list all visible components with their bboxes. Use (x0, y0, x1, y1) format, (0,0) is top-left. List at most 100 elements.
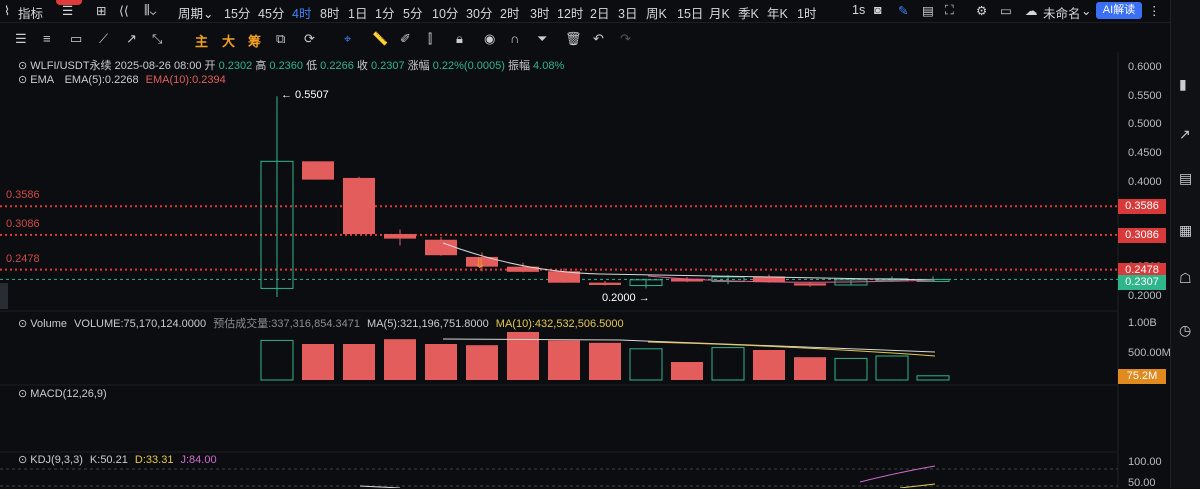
price-tick-0.4500: 0.4500 (1128, 146, 1162, 159)
eye-icon[interactable]: ◉ (484, 31, 496, 46)
interval-15分[interactable]: 15分 (224, 7, 251, 21)
settings-sliders-icon[interactable]: ☰ (15, 31, 27, 46)
amplitude-value: 4.08% (533, 60, 565, 72)
volume-bar (629, 348, 663, 381)
current-price-tag: 0.2307 (1118, 275, 1166, 290)
grid (0, 52, 1119, 488)
volume-bars (260, 332, 950, 381)
volume-bar (425, 344, 457, 380)
candles (260, 96, 950, 297)
candle-body (343, 177, 375, 235)
trash-icon[interactable]: 🗑︎ (565, 31, 582, 46)
volume-ma10: MA(10):432,532,506.5000 (495, 318, 624, 330)
eye-icon[interactable]: ⊙ (18, 388, 28, 400)
interval-10分[interactable]: 10分 (432, 7, 459, 21)
volume-axis-500m: 500.00M (1128, 347, 1171, 359)
interval-5分[interactable]: 5分 (403, 7, 423, 21)
table-icon[interactable]: ▤ (922, 4, 934, 18)
lock-icon[interactable]: 🔒︎ (456, 31, 463, 46)
ema-info: ⊙ EMA EMA(5):0.2268 EMA(10):0.2394 (18, 73, 226, 86)
indicator-button[interactable]: 指标 (18, 7, 44, 21)
volume-bar (711, 347, 745, 381)
eye-icon[interactable]: ⊙ (18, 74, 28, 86)
volume-axis-1b: 1.00B (1128, 317, 1157, 329)
interval-12时[interactable]: 12时 (557, 7, 584, 21)
candle-tool-icon[interactable]: ⫿ (428, 31, 433, 46)
candle-body (302, 161, 334, 180)
candle-body (794, 283, 826, 286)
eye-icon[interactable]: ⊙ (18, 454, 28, 466)
interval-3时[interactable]: 3时 (530, 7, 550, 21)
history-icon[interactable]: ◷ (1179, 322, 1192, 338)
ray-tool-icon[interactable]: ↗ (126, 31, 137, 46)
eye-toggle-icon[interactable]: ⊙ (18, 60, 31, 72)
trend-icon[interactable]: ↗ (1179, 126, 1191, 142)
main-chart-button[interactable]: 主 (195, 34, 209, 49)
ai-explain-button[interactable]: AI解读 (1096, 2, 1142, 19)
interval-8时[interactable]: 8时 (320, 7, 340, 21)
interval-1时[interactable]: 1时 (797, 7, 817, 21)
copy-icon[interactable]: ⧉ (276, 31, 286, 46)
interval-4时[interactable]: 4时 (292, 7, 312, 21)
interval-1分[interactable]: 1分 (375, 7, 395, 21)
redo-icon[interactable]: ↷ (620, 31, 631, 46)
volume-ma10-line (647, 341, 936, 357)
interval-3日[interactable]: 3日 (618, 7, 638, 21)
big-order-button[interactable]: 大 (222, 34, 236, 49)
fib-tool-icon[interactable]: ⤡ (152, 31, 163, 46)
interval-45分[interactable]: 45分 (258, 7, 285, 21)
volume-bar (834, 357, 868, 381)
settings-icon[interactable]: ⚙ (976, 4, 988, 18)
more-icon[interactable]: ⋮ (1148, 4, 1161, 18)
order-book-icon[interactable]: ▤ (1179, 170, 1193, 186)
collapse-icon[interactable]: ⟨⟨ (119, 4, 129, 18)
interval-15日[interactable]: 15日 (677, 7, 704, 21)
filter-icon[interactable]: ⏷ (537, 31, 548, 46)
interval-周K[interactable]: 周K (646, 7, 667, 21)
calculator-icon[interactable]: ▦ (1179, 222, 1193, 238)
kdj-axis-100: 100.00 (1128, 456, 1162, 468)
volume-bar (302, 344, 334, 380)
pane-collapse-handle[interactable] (0, 283, 8, 309)
camera-icon[interactable]: ◙ (874, 3, 882, 17)
volume-bar (875, 355, 909, 381)
layout-icon[interactable]: ▭ (1000, 4, 1012, 18)
magnet-icon[interactable]: ∩ (510, 31, 520, 46)
interval-月K[interactable]: 月K (709, 7, 730, 21)
layout-name[interactable]: 未命名 (1043, 7, 1081, 21)
chevron-down-icon[interactable]: ⌄ (1081, 4, 1092, 18)
rectangle-icon[interactable]: ▭ (70, 31, 83, 46)
eye-icon[interactable]: ⊙ (18, 318, 28, 330)
line-tool-icon[interactable]: ⟋ (99, 31, 109, 46)
realtime-button[interactable]: 1s (852, 3, 866, 17)
cursor-icon[interactable]: ⌖ (344, 31, 352, 46)
chart-panel-icon[interactable]: ▮ (1179, 76, 1187, 92)
chart-canvas[interactable] (0, 52, 1170, 488)
indicator-list-icon[interactable]: ☰ (62, 4, 74, 18)
fullscreen-icon[interactable]: ⛶ (945, 3, 954, 17)
macd-info: ⊙ MACD(12,26,9) (18, 387, 107, 400)
list-icon[interactable]: ≡ (43, 31, 51, 46)
grid-icon[interactable]: ⊞ (96, 4, 107, 18)
brush-icon[interactable]: ✐ (400, 31, 411, 46)
period-dropdown[interactable]: 周期⌄ (178, 7, 214, 21)
undo-icon[interactable]: ↶ (593, 31, 604, 46)
ruler-icon[interactable]: 📏 (372, 31, 389, 46)
interval-1日[interactable]: 1日 (348, 7, 368, 21)
cloud-icon[interactable]: ☁ (1025, 4, 1038, 18)
refresh-icon[interactable]: ⟳ (304, 31, 315, 46)
high-marker: ← 0.5507 (281, 89, 329, 101)
interval-2日[interactable]: 2日 (590, 7, 610, 21)
chart-type-icon[interactable]: ⫼⌄ (144, 3, 157, 17)
level-tag-0.3086: 0.3086 (1118, 227, 1166, 243)
candle-body (384, 234, 416, 239)
indicator-icon[interactable]: ⌇ (4, 4, 11, 18)
draw-icon[interactable]: ✎ (898, 4, 909, 18)
bot-icon[interactable]: ☖ (1179, 270, 1192, 286)
interval-季K[interactable]: 季K (738, 7, 759, 21)
interval-2时[interactable]: 2时 (500, 7, 520, 21)
interval-年K[interactable]: 年K (767, 7, 788, 21)
event-arrow-icon[interactable]: ⇓ (474, 255, 486, 271)
chip-button[interactable]: 筹 (248, 34, 262, 49)
interval-30分[interactable]: 30分 (466, 7, 493, 21)
